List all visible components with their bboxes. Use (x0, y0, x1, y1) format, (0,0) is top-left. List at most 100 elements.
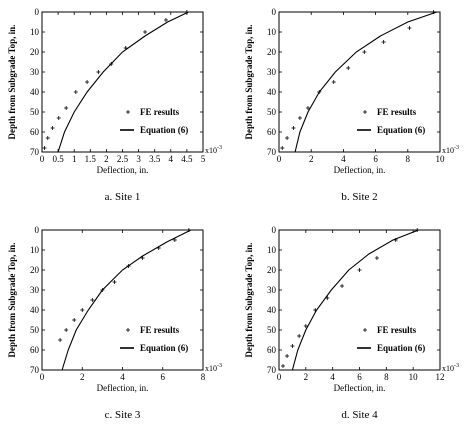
x-tick-label: 4 (120, 372, 125, 382)
y-tick-label: 40 (30, 305, 40, 315)
fe-result-point (281, 364, 286, 368)
y-tick-label: 40 (267, 87, 277, 97)
y-tick-label: 30 (267, 67, 277, 77)
fe-result-point (407, 26, 412, 30)
chart-panel-site-2: 0 2 4 6 8 10 0 10 20 30 40 50 60 70 x10-3 Deflection, i… (237, 0, 474, 212)
fe-result-point (80, 308, 85, 312)
fe-result-point (172, 238, 177, 242)
fe-result-point (163, 18, 168, 22)
fe-result-point (140, 256, 145, 260)
x-tick-label: 2 (309, 154, 314, 164)
x-multiplier-label: x10-3 (442, 363, 459, 373)
legend: FE results Equation (6) (357, 325, 425, 353)
y-tick-label: 70 (267, 147, 277, 157)
fe-result-point (280, 146, 285, 150)
fe-result-point (297, 334, 302, 338)
x-tick-label: 0 (40, 154, 45, 164)
chart-svg: 0 2 4 6 8 10 0 10 20 30 40 50 60 70 x10-3 Deflection, i… (244, 7, 459, 203)
legend-plus-icon (126, 328, 130, 332)
fe-result-point (90, 298, 95, 302)
legend: FE results Equation (6) (357, 107, 425, 135)
x-tick-label: 0 (277, 154, 282, 164)
x-tick-label: 2 (80, 372, 85, 382)
legend: FE results Equation (6) (120, 325, 188, 353)
equation-6-curve (291, 229, 419, 371)
legend: FE results Equation (6) (120, 107, 188, 135)
fe-result-point (362, 50, 367, 54)
x-tick-label: 6 (373, 154, 378, 164)
fe-result-point (290, 344, 295, 348)
x-tick-label: 1.5 (85, 154, 97, 164)
chart-svg: 0 2 4 6 8 0 10 20 30 40 50 60 70 x10-3 Deflection, in.… (7, 225, 222, 421)
x-tick-label: 12 (436, 372, 445, 382)
y-tick-label: 20 (30, 265, 40, 275)
fe-result-point (374, 256, 379, 260)
fe-result-point (303, 324, 308, 328)
y-tick-label: 70 (267, 365, 277, 375)
legend-label-fe-results: FE results (140, 107, 180, 117)
y-tick-label: 20 (267, 47, 277, 57)
fe-result-point (58, 338, 63, 342)
fe-result-point (85, 80, 90, 84)
legend-plus-icon (363, 110, 367, 114)
chart-panel-site-4: 0 2 4 6 8 10 12 0 10 20 30 40 50 60 70 x10-3 Deflection,… (237, 218, 474, 430)
x-tick-label: 3.5 (149, 154, 161, 164)
x-axis-title: Deflection, in. (334, 165, 386, 175)
x-tick-label: 2.5 (117, 154, 129, 164)
y-tick-label: 50 (30, 107, 40, 117)
y-axis-title: Depth from Subgrade Top, in. (7, 243, 17, 358)
x-tick-label: 2 (104, 154, 109, 164)
fe-result-point (42, 146, 47, 150)
fe-result-point (291, 126, 296, 130)
y-tick-label: 10 (30, 245, 40, 255)
x-tick-label: 10 (436, 154, 446, 164)
fe-result-point (143, 30, 148, 34)
x-tick-label: 1 (72, 154, 77, 164)
y-tick-label: 0 (35, 225, 40, 235)
x-tick-label: 4 (341, 154, 346, 164)
y-tick-label: 30 (267, 285, 277, 295)
x-tick-label: 6 (357, 372, 362, 382)
y-tick-label: 60 (30, 345, 40, 355)
fe-result-point (305, 106, 310, 110)
fe-result-point (346, 66, 351, 70)
legend-label-equation-6: Equation (6) (377, 125, 425, 135)
legend-label-fe-results: FE results (377, 107, 417, 117)
fe-result-point (96, 70, 101, 74)
fe-result-point (64, 106, 69, 110)
y-tick-label: 60 (267, 345, 277, 355)
chart-panel-site-3: 0 2 4 6 8 0 10 20 30 40 50 60 70 x10-3 Deflection, in.… (0, 218, 237, 430)
fe-result-point (357, 268, 362, 272)
fe-result-point (72, 318, 77, 322)
fe-result-point (50, 126, 55, 130)
plot-frame (278, 11, 441, 153)
y-tick-label: 0 (272, 7, 277, 17)
fe-result-point (64, 328, 69, 332)
x-multiplier-label: x10-3 (205, 145, 222, 155)
y-tick-label: 70 (30, 365, 40, 375)
legend-label-fe-results: FE results (140, 325, 180, 335)
y-axis-title: Depth from Subgrade Top, in. (244, 243, 254, 358)
chart-svg: 0 2 4 6 8 10 12 0 10 20 30 40 50 60 70 x10-3 Deflection,… (244, 225, 459, 421)
fe-result-point (285, 354, 290, 358)
y-tick-label: 50 (267, 107, 277, 117)
y-tick-label: 40 (30, 87, 40, 97)
equation-6-curve (294, 11, 437, 153)
y-tick-label: 0 (35, 7, 40, 17)
y-tick-label: 10 (267, 245, 277, 255)
x-tick-label: 4 (330, 372, 335, 382)
chart-caption: b. Site 2 (341, 191, 377, 203)
legend-label-fe-results: FE results (377, 325, 417, 335)
y-tick-label: 60 (267, 127, 277, 137)
y-tick-label: 50 (267, 325, 277, 335)
y-tick-label: 40 (267, 305, 277, 315)
legend-label-equation-6: Equation (6) (140, 343, 188, 353)
x-tick-label: 6 (161, 372, 166, 382)
chart-panel-site-1: 0 0.5 1 1.5 2 2.5 3 3.5 4 4.5 5 0 10 20 30 40 50 60 70 x10-… (0, 0, 237, 212)
y-tick-label: 10 (267, 27, 277, 37)
x-tick-label: 8 (201, 372, 206, 382)
fe-result-point (297, 116, 302, 120)
x-multiplier-label: x10-3 (205, 363, 222, 373)
y-tick-label: 10 (30, 27, 40, 37)
